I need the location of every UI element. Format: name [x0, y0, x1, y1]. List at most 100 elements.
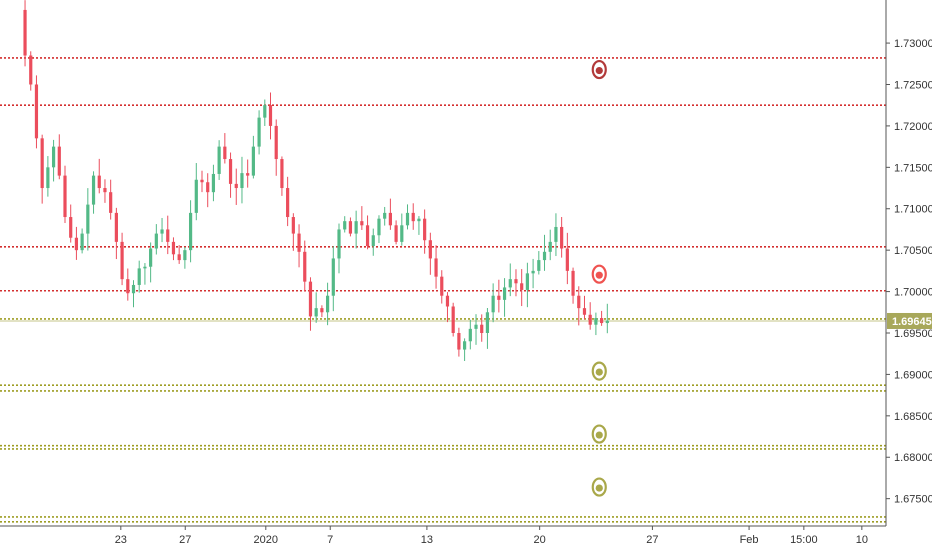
candle-body — [434, 258, 438, 277]
x-tick-label: 20 — [534, 534, 546, 546]
candle-body — [223, 146, 227, 160]
candle-body — [23, 9, 27, 56]
candle-body — [451, 306, 455, 333]
candle-body — [520, 283, 524, 290]
y-tick-label: 1.72500 — [894, 79, 932, 91]
candle-body — [183, 250, 187, 261]
candle-body — [63, 175, 67, 218]
candle-body — [120, 241, 124, 280]
x-tick-label: 27 — [646, 534, 658, 546]
candle-body — [325, 295, 330, 313]
x-tick-label: 23 — [115, 534, 127, 546]
candle-body — [348, 221, 353, 234]
candles — [23, 0, 609, 361]
candle-body — [474, 324, 478, 329]
candle-body — [600, 318, 604, 324]
candle-body — [491, 295, 495, 313]
candle-body — [440, 276, 444, 296]
candle-body — [234, 183, 238, 189]
y-tick-label: 1.72000 — [894, 121, 932, 133]
y-tick-label: 1.68500 — [894, 411, 932, 423]
y-tick-label: 1.70000 — [894, 287, 932, 299]
candle-body — [502, 287, 507, 300]
candle-body — [554, 226, 558, 242]
candle-body — [548, 241, 552, 252]
y-tick-label: 1.71000 — [894, 204, 932, 216]
candle-body — [40, 138, 44, 189]
candle-body — [109, 192, 113, 213]
candle-body — [188, 212, 193, 251]
circle-marker-icon — [591, 477, 607, 497]
y-tick-label: 1.70500 — [894, 245, 932, 257]
candle-body — [29, 55, 33, 85]
y-tick-label: 1.69000 — [894, 369, 932, 381]
candle-body — [514, 279, 518, 284]
x-tick-label: 27 — [179, 534, 191, 546]
candle-body — [154, 233, 158, 249]
candle-body — [291, 217, 295, 234]
x-tick-label: 10 — [856, 534, 868, 546]
candle-body — [103, 188, 107, 193]
candle-body — [411, 212, 415, 222]
horizontal-levels — [0, 57, 886, 523]
candle-body — [542, 251, 547, 261]
candle-body — [308, 281, 313, 317]
candle-body — [560, 226, 564, 249]
candle-body — [34, 84, 39, 139]
candle-body — [240, 173, 244, 189]
candle-body — [594, 318, 598, 325]
current-price-label: 1.69645 — [892, 316, 932, 328]
candle-body — [400, 225, 404, 242]
candle-body — [200, 179, 204, 183]
x-tick-label: 2020 — [254, 534, 278, 546]
candle-body — [160, 229, 164, 234]
x-tick-label: 7 — [327, 534, 333, 546]
candle-body — [149, 248, 153, 267]
circle-marker-icon — [591, 264, 607, 284]
candle-body — [143, 266, 147, 269]
candle-body — [462, 341, 467, 350]
candle-body — [86, 204, 90, 234]
candle-body — [468, 328, 472, 342]
candle-body — [565, 248, 569, 271]
candle-body — [508, 279, 512, 288]
candle-body — [286, 188, 290, 218]
candle-body — [280, 159, 284, 189]
candle-body — [314, 308, 318, 317]
markers — [591, 59, 607, 497]
candle-body — [194, 179, 198, 213]
candle-body — [57, 146, 61, 176]
candle-body — [365, 225, 370, 247]
current-price-badge: 1.69645 — [887, 312, 932, 329]
y-tick-label: 1.71500 — [894, 162, 932, 174]
candle-body — [417, 218, 421, 222]
candle-body — [246, 173, 250, 176]
candle-body — [383, 212, 387, 219]
candle-body — [263, 105, 267, 118]
candle-body — [166, 229, 170, 242]
x-tick-label: Feb — [740, 534, 759, 546]
candle-body — [51, 146, 56, 168]
y-tick-label: 1.68000 — [894, 452, 932, 464]
candle-body — [394, 225, 398, 242]
candle-body — [331, 258, 335, 296]
candle-body — [428, 240, 432, 259]
candle-body — [217, 146, 221, 174]
candle-body — [126, 279, 130, 294]
circle-marker-icon — [591, 59, 607, 80]
candle-body — [171, 241, 176, 255]
x-tick-label: 15:00 — [790, 534, 818, 546]
candle-body — [531, 270, 535, 274]
candle-body — [303, 251, 307, 282]
candle-body — [480, 324, 484, 333]
candle-body — [137, 268, 141, 285]
candle-body — [80, 233, 84, 251]
candle-body — [74, 237, 79, 251]
candle-body — [582, 308, 587, 315]
candle-body — [457, 332, 461, 350]
candle-body — [537, 260, 541, 271]
candle-body — [320, 308, 324, 313]
candle-body — [211, 173, 216, 193]
